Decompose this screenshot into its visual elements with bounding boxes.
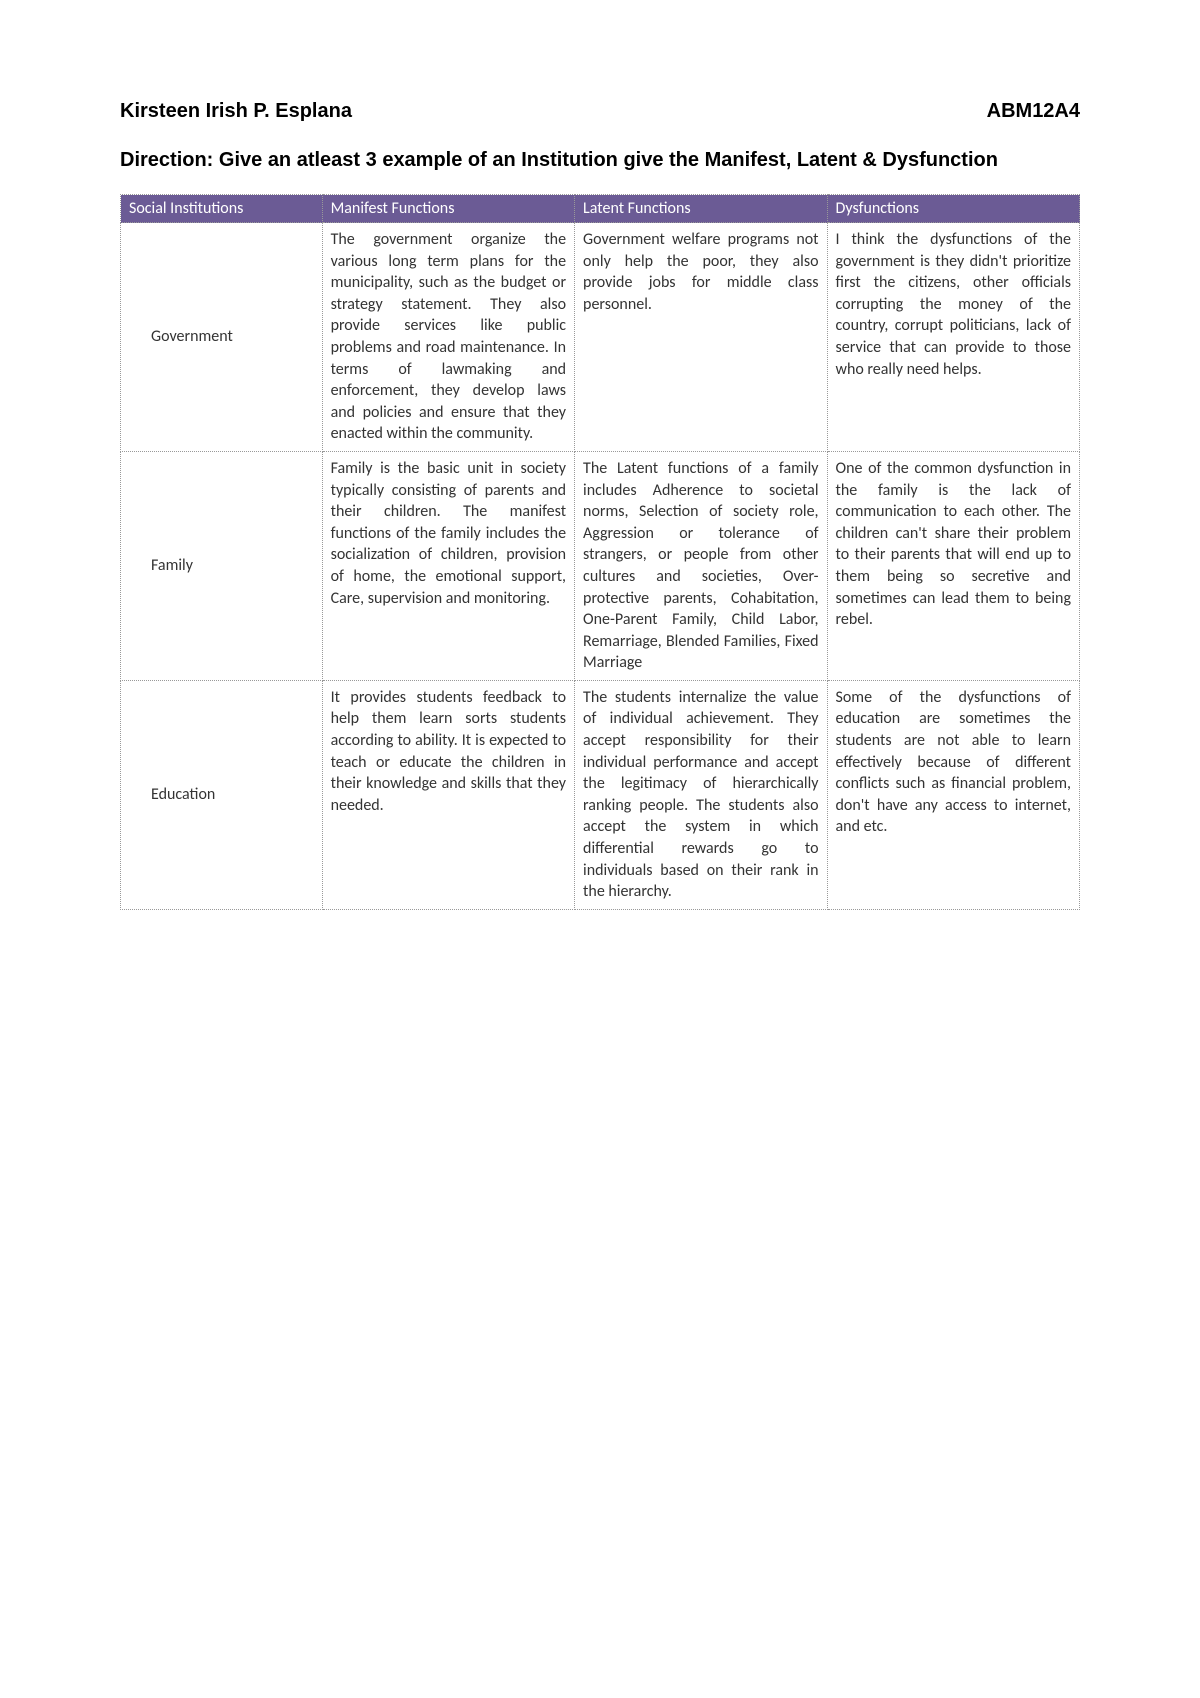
table-row: Education It provides students feedback … [121,680,1080,909]
table-header-row: Social Institutions Manifest Functions L… [121,195,1080,223]
cell-institution: Family [121,451,323,680]
cell-manifest: The government organize the various long… [322,223,574,452]
table-row: Family Family is the basic unit in socie… [121,451,1080,680]
section-code: ABM12A4 [987,100,1080,123]
table-row: Government The government organize the v… [121,223,1080,452]
cell-latent: Government welfare programs not only hel… [575,223,827,452]
cell-manifest: It provides students feedback to help th… [322,680,574,909]
cell-dysfunction: One of the common dysfunction in the fam… [827,451,1079,680]
cell-latent: The Latent functions of a family include… [575,451,827,680]
col-header-dysfunctions: Dysfunctions [827,195,1079,223]
col-header-latent: Latent Functions [575,195,827,223]
col-header-manifest: Manifest Functions [322,195,574,223]
direction-text: Direction: Give an atleast 3 example of … [120,147,1080,174]
header-row: Kirsteen Irish P. Esplana ABM12A4 [120,100,1080,123]
student-name: Kirsteen Irish P. Esplana [120,100,352,123]
cell-dysfunction: Some of the dysfunctions of education ar… [827,680,1079,909]
cell-manifest: Family is the basic unit in society typi… [322,451,574,680]
institutions-table: Social Institutions Manifest Functions L… [120,194,1080,910]
col-header-institutions: Social Institutions [121,195,323,223]
cell-dysfunction: I think the dysfunctions of the governme… [827,223,1079,452]
cell-latent: The students internalize the value of in… [575,680,827,909]
cell-institution: Government [121,223,323,452]
cell-institution: Education [121,680,323,909]
